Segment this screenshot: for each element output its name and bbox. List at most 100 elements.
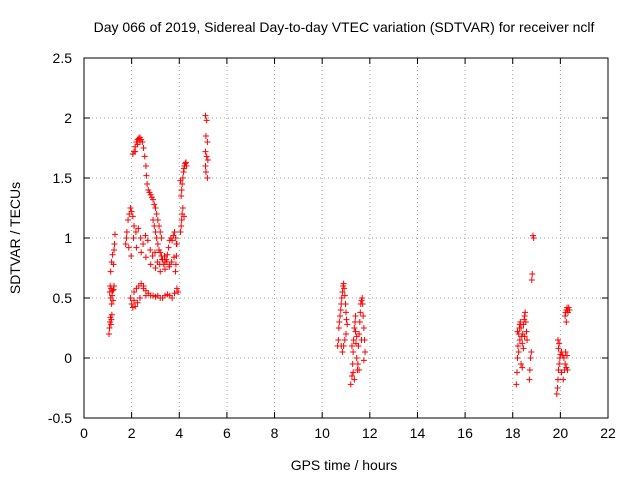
data-point (554, 385, 561, 391)
data-point (132, 303, 139, 310)
data-point (202, 169, 209, 175)
data-point (175, 289, 182, 295)
data-point (355, 343, 362, 349)
y-axis-label: SDTVAR / TECUs (7, 182, 23, 294)
chart-title: Day 066 of 2019, Sidereal Day-to-day VTE… (94, 19, 595, 35)
data-point (123, 235, 130, 241)
data-point (151, 249, 158, 256)
data-point (337, 313, 344, 319)
data-point (178, 223, 185, 229)
axis-ticks: 0 2 4 6 8 10 12 14 16 18 20 22 -0.5 0 0.5 1 1.5 2 2.5 (48, 50, 616, 441)
data-point (110, 261, 117, 268)
data-point (347, 381, 354, 388)
data-point (140, 283, 147, 289)
data-point (177, 229, 184, 235)
data-point (560, 355, 567, 361)
data-point (202, 148, 209, 155)
data-point (353, 333, 360, 340)
data-point (106, 289, 113, 295)
data-point (555, 367, 562, 373)
data-point (352, 313, 359, 319)
data-point (348, 373, 355, 379)
data-point (153, 235, 160, 241)
data-point (348, 343, 355, 349)
data-point (111, 231, 118, 238)
data-point (164, 251, 171, 258)
data-point (341, 292, 348, 299)
data-point (142, 163, 149, 169)
data-point (350, 337, 357, 343)
data-point (519, 364, 526, 371)
data-point (154, 241, 161, 247)
data-point (144, 237, 151, 244)
x-tick-label: 4 (175, 425, 183, 441)
data-point (173, 241, 180, 247)
data-point (358, 337, 365, 343)
data-point (140, 145, 147, 151)
data-points (106, 112, 573, 397)
x-tick-label: 20 (553, 425, 569, 441)
data-point (132, 148, 139, 155)
y-tick-label: 1 (64, 230, 72, 246)
data-point (560, 376, 567, 383)
data-point (172, 235, 179, 241)
x-tick-label: 0 (80, 425, 88, 441)
data-point (137, 235, 144, 241)
data-point (149, 253, 156, 259)
data-point (351, 376, 358, 383)
y-tick-label: 2 (64, 110, 72, 126)
data-point (514, 328, 521, 335)
x-tick-label: 18 (505, 425, 521, 441)
data-point (360, 313, 367, 319)
data-point (360, 357, 367, 364)
data-point (520, 345, 527, 352)
data-point (130, 235, 137, 241)
data-point (138, 249, 145, 256)
data-point (152, 265, 159, 271)
data-point (341, 285, 348, 292)
data-point (181, 213, 188, 220)
data-point (343, 309, 349, 316)
data-point (179, 181, 186, 187)
data-point (157, 268, 164, 275)
data-point (151, 223, 158, 229)
data-point (128, 208, 135, 215)
x-tick-label: 12 (362, 425, 378, 441)
x-tick-label: 6 (223, 425, 231, 441)
data-point (528, 349, 535, 355)
y-tick-label: 2.5 (53, 50, 73, 66)
data-point (522, 309, 529, 316)
data-point (202, 112, 209, 119)
data-point (564, 352, 571, 359)
data-point (153, 211, 160, 217)
data-point (524, 337, 531, 343)
data-point (339, 349, 346, 355)
data-point (563, 319, 570, 325)
data-point (202, 133, 209, 139)
data-point (341, 337, 348, 343)
data-point (353, 355, 360, 361)
data-point (147, 247, 154, 253)
data-point (166, 261, 173, 268)
data-point (518, 361, 525, 367)
data-point (165, 244, 172, 251)
data-point (152, 205, 159, 211)
data-point (106, 325, 113, 331)
data-point (519, 340, 526, 347)
data-point (529, 271, 536, 277)
data-point (157, 249, 164, 256)
data-point (526, 367, 533, 373)
data-point (110, 297, 117, 304)
data-point (111, 247, 118, 253)
data-point (515, 349, 522, 355)
data-point (351, 325, 358, 331)
data-point (106, 331, 113, 337)
data-point (147, 261, 154, 268)
data-point (128, 301, 135, 307)
x-tick-label: 2 (128, 425, 136, 441)
data-point (204, 139, 211, 145)
data-point (562, 349, 569, 355)
data-point (357, 309, 364, 316)
data-point (163, 256, 170, 263)
